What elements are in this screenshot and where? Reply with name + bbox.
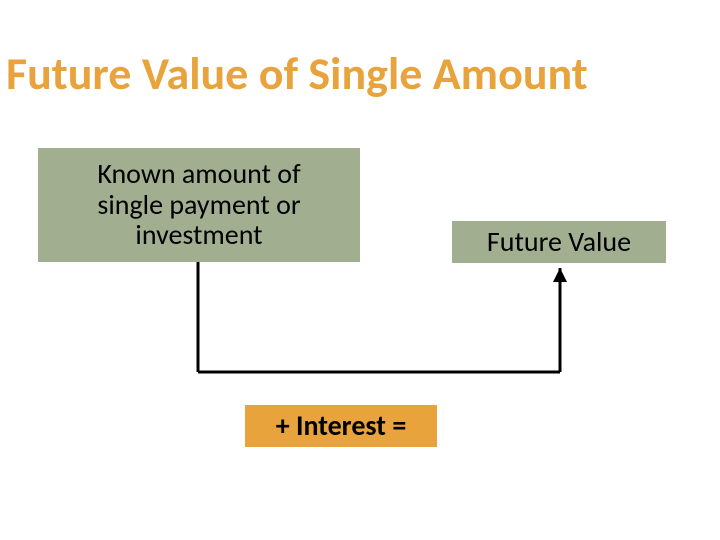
arrow-path [198, 262, 567, 372]
slide-canvas: Future Value of Single Amount Known amou… [0, 0, 720, 540]
slide-title: Future Value of Single Amount [6, 46, 588, 102]
future-value-box: Future Value [452, 221, 666, 263]
interest-box: + Interest = [245, 405, 437, 447]
known-amount-text: Known amount of single payment or invest… [97, 159, 300, 251]
arrowhead-icon [553, 268, 567, 282]
known-amount-box: Known amount of single payment or invest… [38, 148, 360, 262]
interest-text: + Interest = [276, 411, 407, 442]
future-value-text: Future Value [487, 227, 631, 258]
